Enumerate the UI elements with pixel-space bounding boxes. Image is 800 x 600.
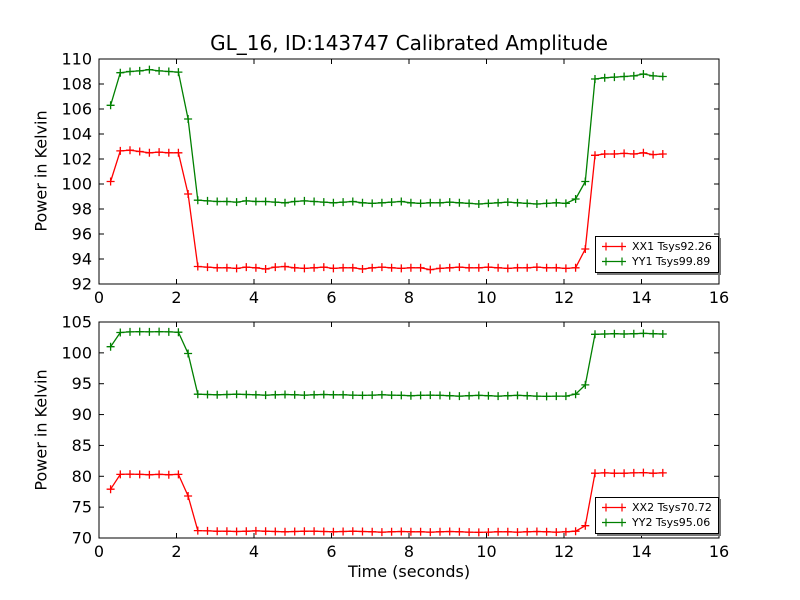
legend-entry-yy2: YY2 Tsys95.06 [601, 516, 712, 529]
x-tick-label: 16 [709, 542, 729, 561]
legend-bottom: XX2 Tsys70.72 YY2 Tsys95.06 [595, 497, 719, 534]
series-xx1-line [109, 149, 663, 271]
x-tick-label: 10 [476, 288, 496, 307]
chart-title: GL_16, ID:143747 Calibrated Amplitude [210, 31, 608, 55]
series-xx1-markers [106, 146, 667, 274]
legend-label-yy1: YY1 Tsys99.89 [632, 255, 711, 268]
series-yy1-markers [106, 65, 667, 208]
y-tick-label: 92 [72, 275, 92, 294]
y-tick-label: 94 [72, 250, 92, 269]
legend-line-sample-yy2 [602, 518, 626, 527]
legend-entry-yy1: YY1 Tsys99.89 [601, 255, 712, 268]
legend-line-sample-xx1 [602, 242, 626, 251]
x-tick-label: 0 [94, 542, 104, 561]
x-tick-label: 8 [404, 542, 414, 561]
x-tick-label: 4 [249, 542, 259, 561]
y-tick-label: 75 [72, 498, 92, 517]
legend-sample-line [602, 503, 626, 512]
legend-entry-xx1: XX1 Tsys92.26 [601, 240, 712, 253]
x-tick-label: 4 [249, 288, 259, 307]
y-tick-label: 90 [72, 405, 92, 424]
y-tick-label: 98 [72, 200, 92, 219]
x-tick-label: 10 [476, 542, 496, 561]
legend-sample-line [602, 518, 626, 527]
x-tick-label: 14 [631, 288, 651, 307]
series-yy2-markers [106, 327, 667, 401]
series-xx2-markers [106, 468, 667, 537]
y-tick-label: 96 [72, 225, 92, 244]
y-tick-label: 108 [61, 75, 92, 94]
legend-line-sample-xx2 [602, 503, 626, 512]
x-axis-label: Time (seconds) [347, 562, 471, 581]
legend-entry-xx2: XX2 Tsys70.72 [601, 501, 712, 514]
y-tick-label: 104 [61, 125, 92, 144]
x-tick-label: 6 [326, 288, 336, 307]
y-tick-label: 102 [61, 150, 92, 169]
x-tick-label: 2 [171, 288, 181, 307]
y-tick-label: 70 [72, 529, 92, 548]
y-tick-label: 100 [61, 343, 92, 362]
legend-label-xx2: XX2 Tsys70.72 [632, 501, 712, 514]
y-tick-label: 106 [61, 100, 92, 119]
y-tick-label: 85 [72, 436, 92, 455]
series-xx2-line [110, 471, 663, 534]
x-tick-label: 2 [171, 542, 181, 561]
x-tick-label: 12 [554, 288, 574, 307]
legend-sample-line [602, 242, 626, 251]
legend-line-sample-yy1 [602, 257, 626, 266]
y-tick-label: 95 [72, 374, 92, 393]
legend-label-xx1: XX1 Tsys92.26 [632, 240, 712, 253]
x-tick-label: 16 [709, 288, 729, 307]
series-yy2-line [110, 330, 663, 398]
legend-top: XX1 Tsys92.26 YY1 Tsys99.89 [595, 236, 719, 273]
legend-label-yy2: YY2 Tsys95.06 [632, 516, 711, 529]
x-tick-label: 0 [94, 288, 104, 307]
series-yy1-line [109, 68, 663, 205]
y-tick-label: 110 [61, 50, 92, 69]
y-tick-label: 80 [72, 467, 92, 486]
x-tick-label: 8 [404, 288, 414, 307]
x-tick-label: 12 [554, 542, 574, 561]
legend-sample-line [602, 257, 626, 266]
x-tick-label: 6 [326, 542, 336, 561]
y-tick-label: 105 [61, 313, 92, 332]
y-tick-label: 100 [61, 175, 92, 194]
x-tick-label: 14 [631, 542, 651, 561]
